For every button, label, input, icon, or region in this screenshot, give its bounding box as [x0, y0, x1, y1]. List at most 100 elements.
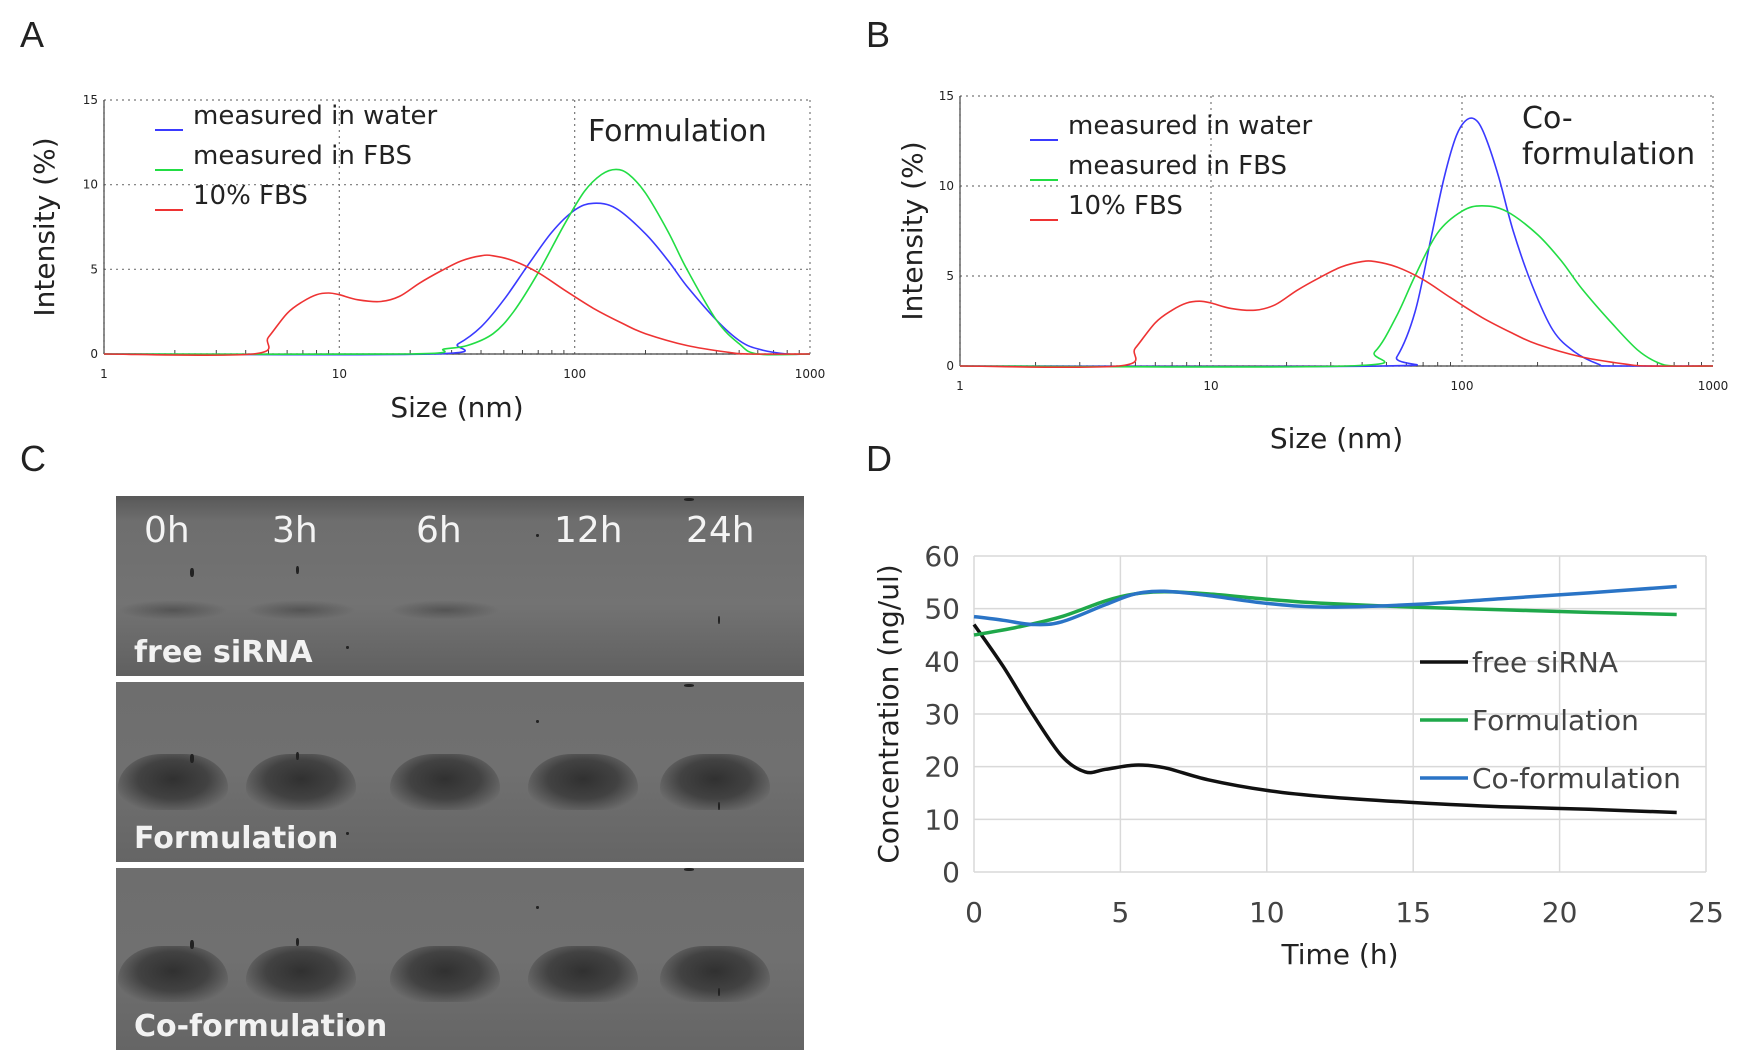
- x-tick-label: 0: [965, 896, 983, 929]
- y-tick-label: 10: [939, 179, 954, 193]
- series-line-10-fbs: [103, 254, 811, 357]
- gel-image: 0h 3h 6h 12h 24h free siRNA Formulation Co-form…: [116, 496, 804, 1050]
- y-tick-label: 15: [939, 89, 954, 103]
- x-tick-label: 10: [1203, 379, 1218, 393]
- gel-speck: [684, 498, 694, 501]
- y-tick-label: 30: [924, 698, 960, 731]
- gel-band: [246, 600, 356, 620]
- gel-speck: [296, 752, 299, 760]
- chart-b-size-distribution: 1 10 100 1000 0 5 10 15 measured in water measure…: [896, 89, 1729, 455]
- legend-label: measured in water: [193, 101, 438, 131]
- gel-band: [118, 600, 228, 620]
- x-axis-label: Time (h): [1280, 938, 1398, 971]
- y-axis-label: Concentration (ng/ul): [872, 564, 905, 863]
- y-tick-label: 10: [924, 803, 960, 836]
- gel-speck: [718, 616, 720, 624]
- gel-speck: [718, 802, 720, 810]
- gel-band: [528, 946, 638, 1002]
- gel-band: [118, 754, 228, 810]
- gel-band: [246, 754, 356, 810]
- chart-title: Co-: [1522, 101, 1573, 136]
- gel-strip: 0h 3h 6h 12h 24h free siRNA: [116, 496, 804, 676]
- x-tick-label: 100: [563, 367, 586, 381]
- gel-strip-label: Formulation: [134, 821, 339, 856]
- x-axis-label: Size (nm): [390, 391, 523, 424]
- x-tick-label: 100: [1451, 379, 1474, 393]
- x-tick-label: 10: [332, 367, 347, 381]
- gel-speck: [684, 868, 694, 871]
- chart-title: formulation: [1522, 137, 1695, 172]
- chart-d-concentration: 0 10 20 30 40 50 60 0 5 10 15 20 25 free siRNA Formula…: [872, 540, 1724, 971]
- gel-speck: [718, 988, 720, 996]
- gel-speck: [684, 684, 694, 687]
- y-tick-label: 0: [946, 359, 954, 373]
- legend-label: Formulation: [1472, 704, 1639, 737]
- gel-lane-label: 6h: [416, 510, 462, 551]
- gel-strip-label: free siRNA: [134, 635, 313, 670]
- series-line-measured-in-water: [103, 202, 811, 356]
- x-tick-label: 1: [100, 367, 108, 381]
- y-tick-label: 0: [942, 856, 960, 889]
- gel-strip: Formulation: [116, 682, 804, 862]
- gel-speck: [190, 568, 194, 577]
- legend-label: Co-formulation: [1472, 762, 1681, 795]
- y-tick-label: 15: [83, 93, 98, 107]
- gel-band: [390, 946, 500, 1002]
- gel-speck: [346, 1018, 349, 1021]
- x-tick-label: 20: [1542, 896, 1578, 929]
- legend-label: measured in water: [1068, 111, 1313, 141]
- series-line-measured-in-fbs: [959, 204, 1714, 368]
- gel-speck: [190, 940, 194, 949]
- gel-band: [660, 946, 770, 1002]
- gel-band: [246, 946, 356, 1002]
- y-axis-label: Intensity (%): [896, 141, 929, 320]
- gel-band: [118, 946, 228, 1002]
- gel-lane-label: 24h: [686, 510, 755, 551]
- gel-speck: [536, 534, 539, 537]
- legend-label: 10% FBS: [1068, 191, 1183, 221]
- gel-speck: [296, 566, 299, 574]
- x-tick-label: 1: [956, 379, 964, 393]
- panel-label-b: B: [866, 14, 891, 55]
- y-tick-label: 5: [946, 269, 954, 283]
- gel-speck: [190, 754, 194, 763]
- series-line-measured-in-water: [959, 117, 1714, 368]
- gel-speck: [296, 938, 299, 946]
- gel-lane-label: 0h: [144, 510, 190, 551]
- gel-band: [390, 600, 500, 620]
- y-axis-label: Intensity (%): [28, 137, 61, 316]
- legend-label: measured in FBS: [193, 141, 412, 171]
- x-tick-label: 15: [1395, 896, 1431, 929]
- gel-speck: [346, 832, 349, 835]
- y-tick-label: 50: [924, 593, 960, 626]
- chart-title: Formulation: [588, 114, 767, 149]
- y-tick-label: 5: [90, 262, 98, 276]
- gel-band: [528, 754, 638, 810]
- gel-speck: [536, 720, 539, 723]
- gel-speck: [536, 906, 539, 909]
- x-tick-label: 1000: [795, 367, 826, 381]
- y-tick-label: 60: [924, 540, 960, 573]
- series-line-co-formulation: [973, 584, 1677, 627]
- series-line-10-fbs: [959, 260, 1714, 369]
- gel-band: [660, 754, 770, 810]
- x-tick-label: 25: [1688, 896, 1724, 929]
- y-tick-label: 40: [924, 645, 960, 678]
- series-line-formulation: [973, 590, 1677, 637]
- legend-label: 10% FBS: [193, 181, 308, 211]
- x-tick-label: 10: [1249, 896, 1285, 929]
- x-tick-label: 1000: [1698, 379, 1729, 393]
- gel-strip-label: Co-formulation: [134, 1009, 388, 1044]
- x-tick-label: 5: [1111, 896, 1129, 929]
- series-line-measured-in-fbs: [103, 168, 811, 356]
- y-tick-label: 10: [83, 178, 98, 192]
- gel-lane-label: 3h: [272, 510, 318, 551]
- gel-band: [390, 754, 500, 810]
- legend-label: free siRNA: [1472, 646, 1618, 679]
- chart-a-size-distribution: 1 10 100 1000 0 5 10 15 measured in water measure…: [28, 93, 826, 424]
- legend-label: measured in FBS: [1068, 151, 1287, 181]
- gel-speck: [346, 646, 349, 649]
- panel-label-c: C: [20, 438, 46, 479]
- gel-lane-label: 12h: [554, 510, 623, 551]
- y-tick-label: 0: [90, 347, 98, 361]
